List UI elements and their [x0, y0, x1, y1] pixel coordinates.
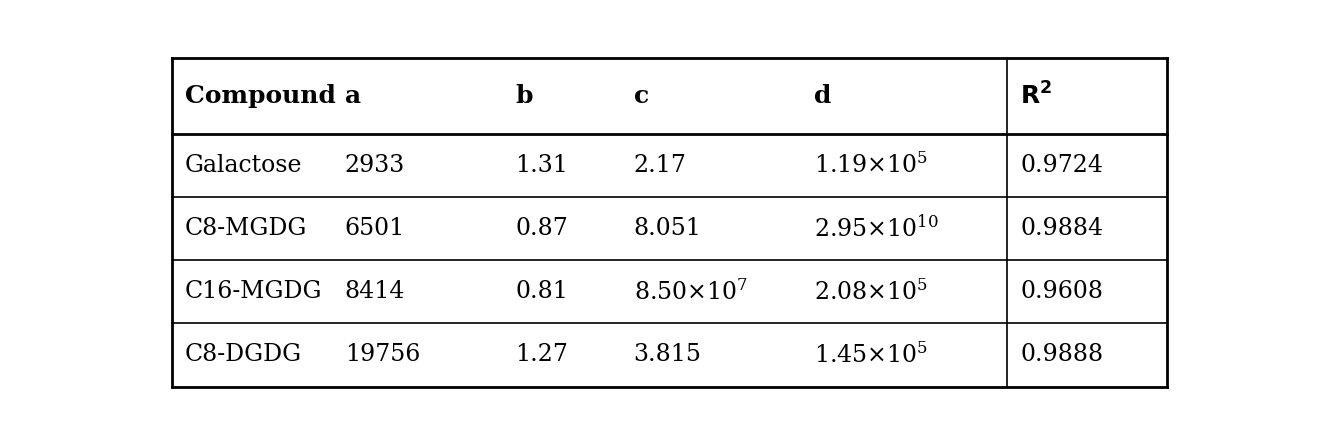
Text: C8-DGDG: C8-DGDG: [185, 344, 302, 366]
Text: a: a: [345, 84, 361, 108]
Text: 19756: 19756: [345, 344, 421, 366]
Text: 2933: 2933: [345, 154, 405, 177]
Text: b: b: [515, 84, 532, 108]
Text: 8414: 8414: [345, 280, 406, 303]
Text: 8.051: 8.051: [634, 217, 701, 240]
Text: $2.08{\times}10^{5}$: $2.08{\times}10^{5}$: [815, 279, 928, 305]
Text: 0.9724: 0.9724: [1021, 154, 1103, 177]
Text: $1.19{\times}10^{5}$: $1.19{\times}10^{5}$: [815, 152, 928, 178]
Text: 0.9888: 0.9888: [1021, 344, 1103, 366]
Text: $8.50{\times}10^{7}$: $8.50{\times}10^{7}$: [634, 279, 748, 305]
Text: 0.9608: 0.9608: [1021, 280, 1103, 303]
Text: 3.815: 3.815: [634, 344, 701, 366]
Text: Galactose: Galactose: [185, 154, 302, 177]
Text: 0.87: 0.87: [515, 217, 568, 240]
Text: d: d: [815, 84, 832, 108]
Text: $2.95{\times}10^{10}$: $2.95{\times}10^{10}$: [815, 215, 938, 242]
Text: Compound: Compound: [185, 84, 335, 108]
Text: 1.27: 1.27: [515, 344, 568, 366]
Text: C16-MGDG: C16-MGDG: [185, 280, 322, 303]
Text: 0.9884: 0.9884: [1021, 217, 1103, 240]
Text: c: c: [634, 84, 648, 108]
Text: 2.17: 2.17: [634, 154, 687, 177]
Text: $\mathbf{R^{2}}$: $\mathbf{R^{2}}$: [1021, 83, 1053, 110]
Text: C8-MGDG: C8-MGDG: [185, 217, 307, 240]
Text: 6501: 6501: [345, 217, 405, 240]
Text: 0.81: 0.81: [515, 280, 568, 303]
Text: 1.31: 1.31: [515, 154, 568, 177]
Text: $1.45{\times}10^{5}$: $1.45{\times}10^{5}$: [815, 342, 928, 368]
